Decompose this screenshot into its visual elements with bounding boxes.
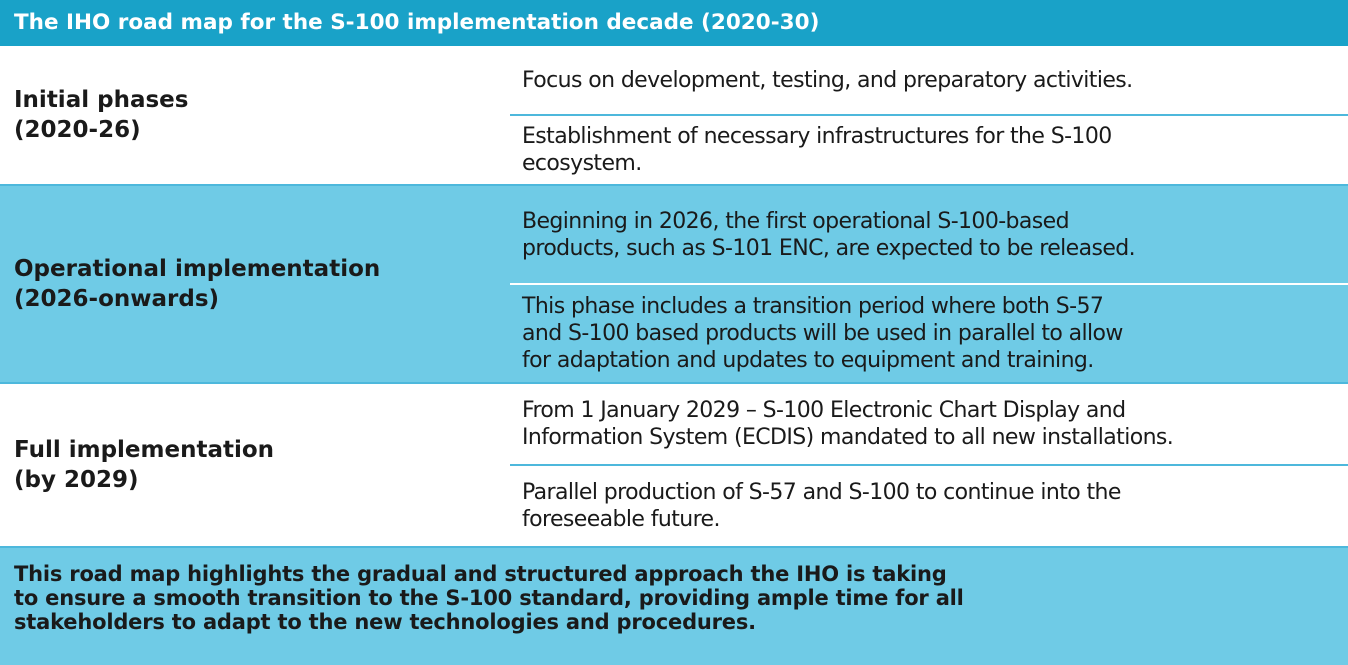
phase-item: From 1 January 2029 – S-100 Electronic C… (522, 398, 1174, 450)
phase-row-full: Full implementation (by 2029) From 1 Jan… (0, 384, 1348, 548)
phase-item: This phase includes a transition period … (510, 283, 1348, 382)
phase-items: From 1 January 2029 – S-100 Electronic C… (510, 384, 1348, 546)
phase-label: Operational implementation (2026-onwards… (14, 256, 381, 312)
phase-item: Beginning in 2026, the first operational… (522, 208, 1136, 261)
phase-item: Parallel production of S-57 and S-100 to… (510, 464, 1348, 546)
phase-row-initial: Initial phases (2020-26) Focus on develo… (0, 46, 1348, 186)
phase-item: Focus on development, testing, and prepa… (522, 67, 1133, 93)
phase-label: Initial phases (2020-26) (14, 87, 189, 143)
phase-item: Establishment of necessary infrastructur… (510, 114, 1348, 184)
phase-label: Full implementation (by 2029) (14, 437, 275, 493)
phase-items: Focus on development, testing, and prepa… (510, 46, 1348, 184)
phase-row-operational: Operational implementation (2026-onwards… (0, 186, 1348, 384)
table-title: The IHO road map for the S-100 implement… (0, 0, 1348, 46)
summary-text: This road map highlights the gradual and… (0, 548, 1348, 665)
phase-items: Beginning in 2026, the first operational… (510, 186, 1348, 382)
